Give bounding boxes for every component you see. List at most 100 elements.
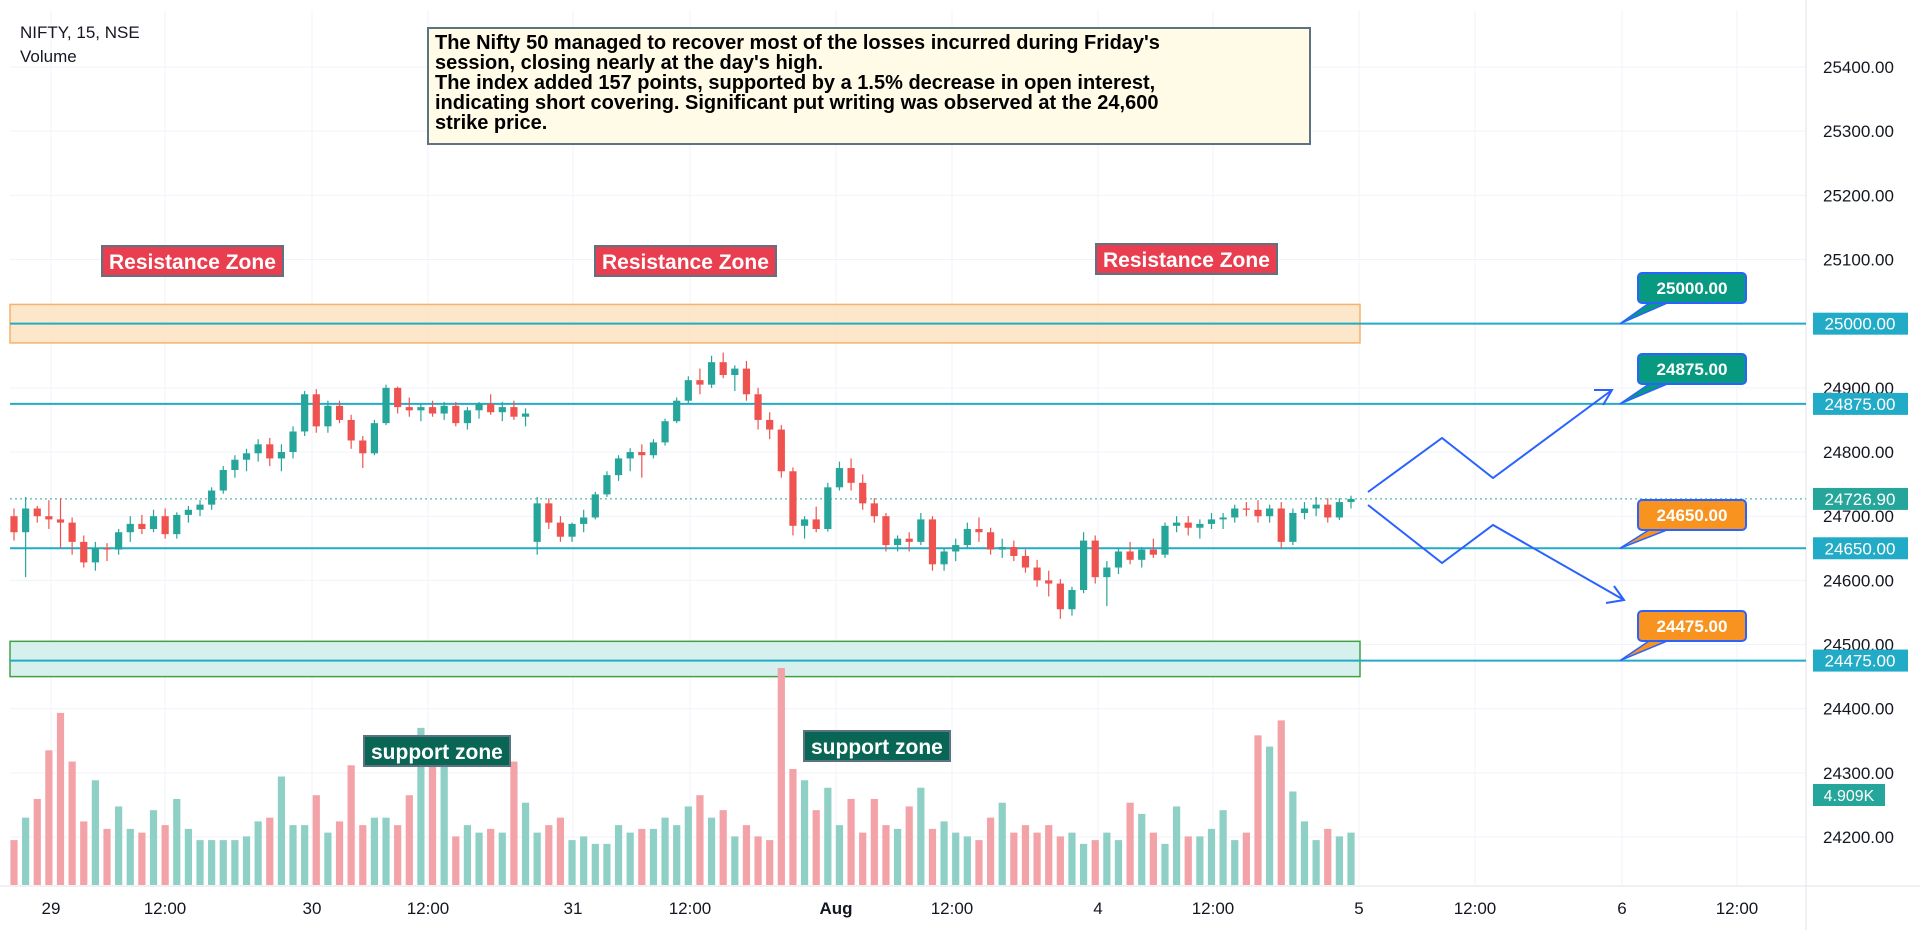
candle-body [766, 419, 774, 430]
volume-bar [800, 780, 809, 885]
volume-bar [789, 769, 797, 885]
candle-body [1114, 551, 1123, 568]
candle-body [952, 545, 960, 552]
candle-body [1242, 508, 1250, 510]
bullish-arrow-head [1594, 389, 1614, 406]
volume-bar [649, 828, 658, 885]
volume-bar [1184, 836, 1192, 885]
resistance-zone-label[interactable]: Resistance Zone [1095, 243, 1278, 275]
candle-body [498, 407, 506, 413]
target-callout-box [1637, 499, 1747, 531]
volume-bar [266, 817, 274, 885]
support-zone-label[interactable]: support zone [363, 735, 511, 767]
volume-bar [242, 836, 251, 885]
volume-bar [1149, 832, 1157, 885]
candle-body [1324, 504, 1332, 518]
commentary-note[interactable]: The Nifty 50 managed to recover most of … [427, 27, 1311, 145]
time-tick-label: 12:00 [1716, 899, 1759, 918]
volume-bar [324, 832, 332, 885]
level-price-badge-label: 24650.00 [1825, 539, 1896, 558]
candle-body [1056, 583, 1064, 610]
candle-body [475, 403, 483, 411]
price-tick-label: 24200.00 [1823, 828, 1894, 847]
price-tick-label: 25300.00 [1823, 122, 1894, 141]
time-scale[interactable]: 29 12:00 30 12:00 31 12:00 Aug 12:00 4 12:00 5 12:0… [42, 899, 1759, 918]
candle-body [254, 444, 262, 454]
callout-pointer [1619, 381, 1673, 405]
bullish-projection-path [1367, 389, 1613, 493]
support-zone-band [9, 640, 1361, 678]
volume-bar [80, 821, 88, 885]
volume-bar [22, 817, 30, 885]
volume-bar [603, 843, 611, 885]
volume-bar [893, 828, 902, 885]
candle-body [1196, 523, 1204, 528]
volume-bar [580, 836, 588, 885]
bearish-arrow-head [1605, 585, 1626, 604]
volume-bar [347, 765, 355, 885]
candle-body [905, 538, 913, 542]
volume-bar [731, 836, 739, 885]
volume-bar [254, 821, 262, 885]
volume-bar [208, 840, 216, 885]
volume-bar [1079, 843, 1088, 885]
volume-bar [847, 798, 855, 885]
volume-bar [975, 840, 983, 885]
candle-body [882, 516, 890, 546]
volume-indicator-title: Volume [20, 47, 77, 66]
candle-body [731, 368, 739, 376]
target-callouts: 25000.00 24875.00 24650.00 24475.00 [1619, 272, 1747, 662]
candle-body [1045, 580, 1053, 584]
candle-body [1091, 540, 1099, 578]
volume-bar [1347, 832, 1355, 885]
resistance-zone-label[interactable]: Resistance Zone [594, 245, 777, 277]
volume-bar [673, 825, 681, 885]
volume-bar [370, 817, 379, 885]
volume-bar [1114, 840, 1123, 885]
volume-bar [905, 806, 913, 885]
volume-bar [1045, 825, 1053, 885]
candle-body [1289, 512, 1297, 542]
candle-body [963, 529, 971, 546]
resistance-zone-label[interactable]: Resistance Zone [101, 245, 284, 277]
volume-bar [68, 761, 76, 885]
volume-bar [719, 810, 727, 885]
volume-bar [591, 843, 599, 885]
candle-body [370, 423, 379, 454]
candle-body [312, 394, 320, 427]
candle-body [1184, 522, 1192, 528]
price-tick-label: 24800.00 [1823, 443, 1894, 462]
support-zone-label[interactable]: support zone [803, 730, 951, 762]
candle-body [1312, 504, 1320, 509]
candle-body [196, 504, 204, 510]
volume-bar [707, 817, 716, 885]
price-tick-label: 24700.00 [1823, 507, 1894, 526]
candle-body [986, 532, 995, 550]
candle-body [1103, 567, 1111, 578]
volume-bar [1266, 746, 1274, 885]
candle-body [173, 514, 181, 535]
time-tick-label: 31 [564, 899, 583, 918]
volume-bar [661, 817, 669, 885]
candle-body [859, 482, 867, 504]
time-tick-label: 12:00 [669, 899, 712, 918]
volume-bar [161, 825, 169, 885]
candle-body [824, 487, 832, 530]
volume-value-badge [1813, 784, 1885, 806]
target-callout-box [1637, 610, 1747, 642]
candle-body [649, 442, 658, 456]
candle-body [452, 405, 460, 424]
volume-bar [173, 798, 181, 885]
volume-bar [1056, 836, 1064, 885]
candle-body [847, 468, 855, 483]
candle-body [149, 516, 158, 530]
candle-body [266, 444, 274, 459]
volume-bar [1219, 810, 1227, 885]
volume-bar [498, 832, 506, 885]
candle-body [277, 452, 286, 459]
candle-body [870, 503, 878, 517]
price-scale[interactable]: 25400.0025300.0025200.0025100.0024900.00… [1813, 58, 1908, 847]
candle-body [789, 471, 797, 526]
volume-bar [10, 840, 18, 885]
